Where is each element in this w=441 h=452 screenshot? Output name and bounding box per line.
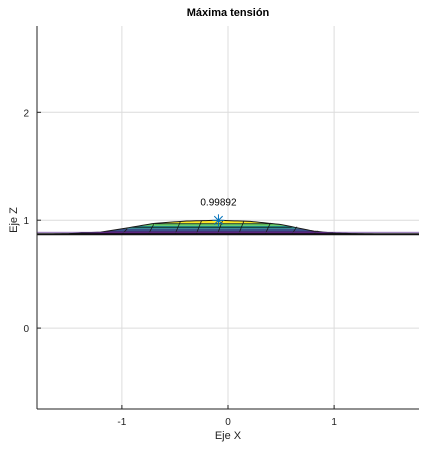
ticks: -1 0 1 0 1 2 bbox=[23, 108, 337, 428]
y-tick-label: 1 bbox=[23, 216, 29, 227]
x-tick-label: 0 bbox=[225, 417, 231, 428]
x-axis-label: Eje X bbox=[215, 430, 242, 442]
grid-lines bbox=[37, 26, 419, 409]
y-axis-label: Eje Z bbox=[8, 207, 20, 233]
max-point-marker bbox=[212, 214, 225, 227]
chart-title: Máxima tensión bbox=[187, 7, 270, 19]
surface-band bbox=[37, 228, 419, 235]
y-tick-label: 2 bbox=[23, 108, 29, 119]
surface-plot bbox=[36, 219, 420, 236]
max-point-label: 0.99892 bbox=[200, 197, 237, 208]
max-point-star-stroke bbox=[213, 215, 224, 225]
y-tick-label: 0 bbox=[23, 324, 29, 335]
surface-band bbox=[37, 223, 419, 235]
x-tick-label: 1 bbox=[331, 417, 337, 428]
x-tick-label: -1 bbox=[117, 417, 126, 428]
surface-band bbox=[37, 225, 419, 235]
